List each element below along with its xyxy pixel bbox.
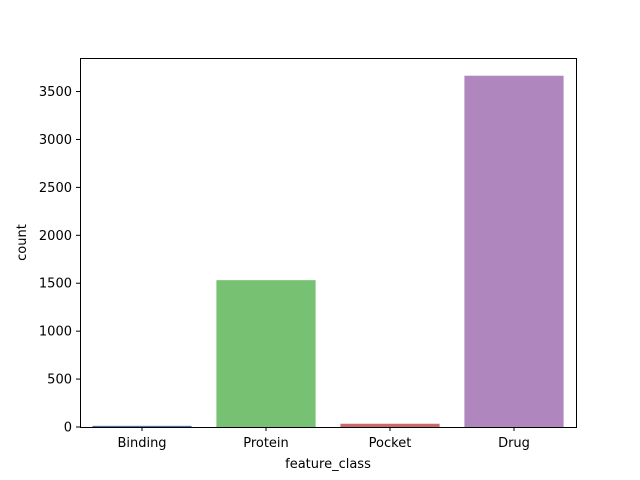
plot-frame <box>80 58 577 428</box>
y-tick-label: 1000 <box>39 325 72 340</box>
x-axis-label: feature_class <box>285 457 371 472</box>
y-tick-label: 3000 <box>39 133 72 148</box>
y-axis-ticks: 0 500 1000 1500 2000 2500 3000 3500 <box>39 85 80 436</box>
bar-protein <box>216 280 316 427</box>
bar-binding <box>92 425 192 427</box>
y-axis-label: count <box>15 224 30 261</box>
x-tick-label: Binding <box>117 436 166 451</box>
x-tick-label: Pocket <box>369 436 412 451</box>
y-tick-label: 3500 <box>39 85 72 100</box>
x-tick-label: Protein <box>243 436 289 451</box>
bar-pocket <box>340 423 440 427</box>
y-tick-label: 500 <box>47 373 72 388</box>
y-tick-label: 0 <box>64 421 72 436</box>
x-tick-label: Drug <box>498 436 530 451</box>
y-tick-label: 2000 <box>39 229 72 244</box>
bar-drug <box>464 75 564 427</box>
bars-group <box>92 75 564 427</box>
y-tick-label: 2500 <box>39 181 72 196</box>
x-axis-ticks: Binding Protein Pocket Drug <box>117 427 530 451</box>
y-tick-label: 1500 <box>39 277 72 292</box>
